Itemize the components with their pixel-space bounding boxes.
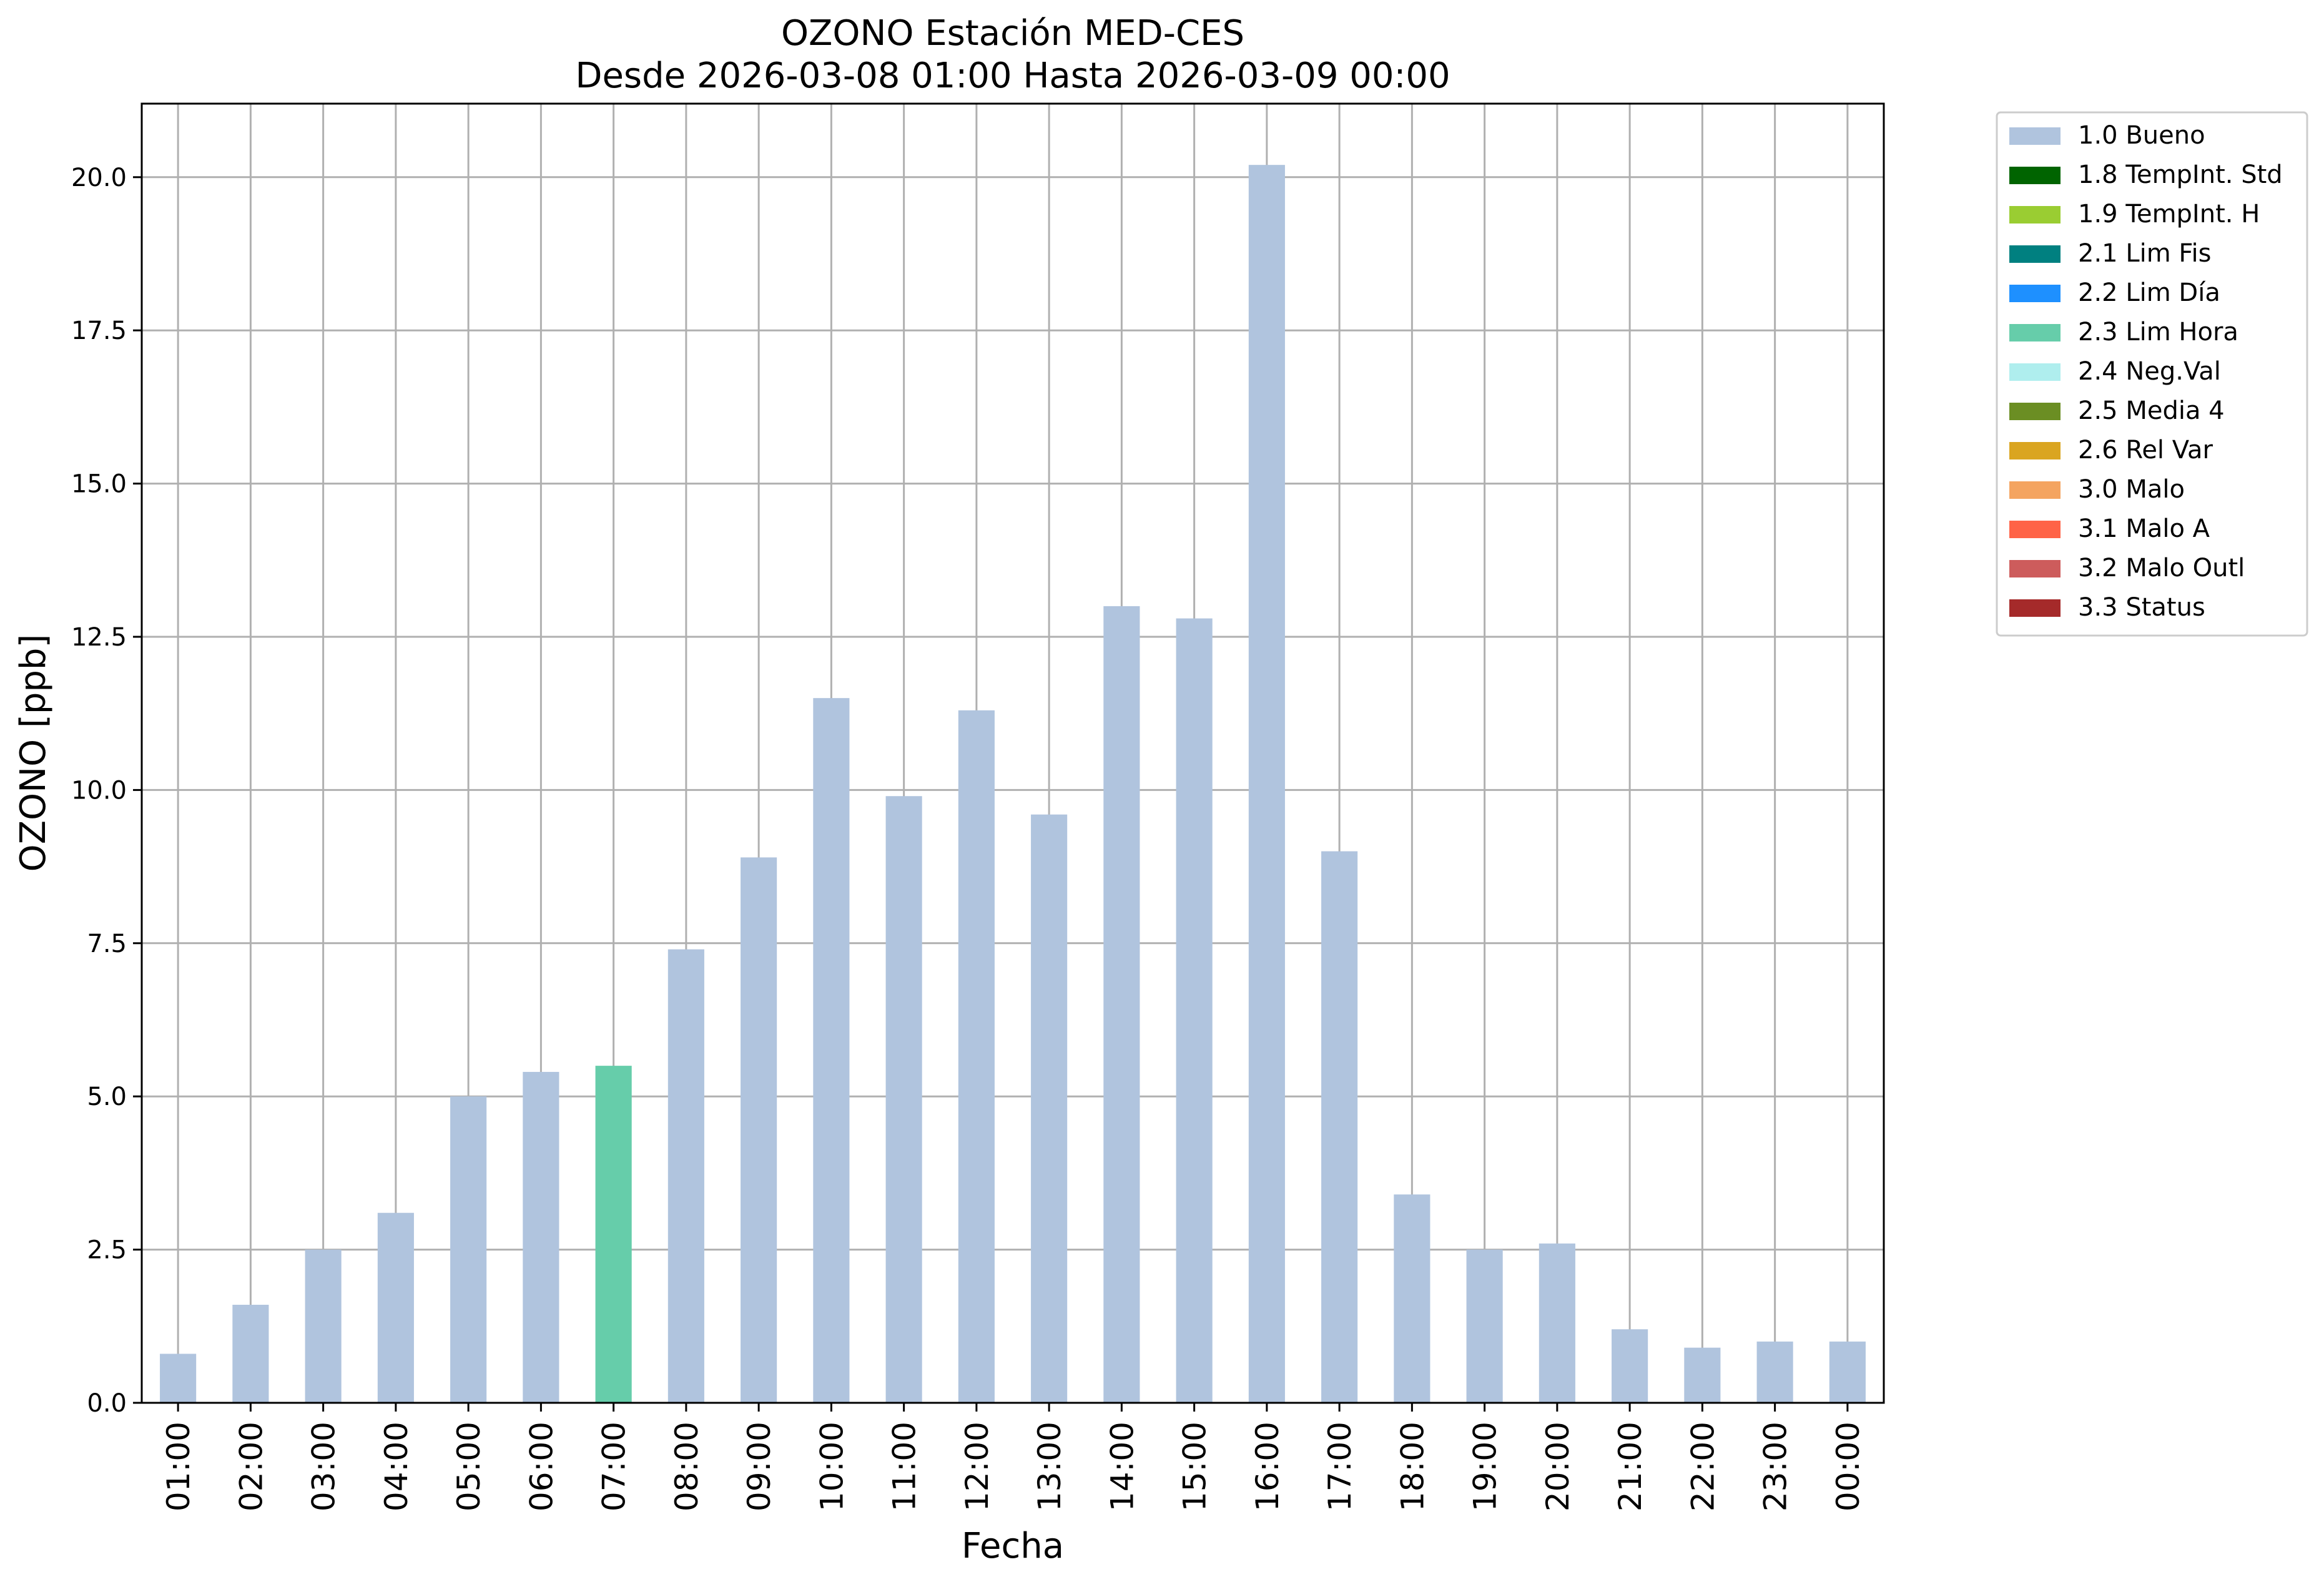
bar (885, 796, 922, 1403)
x-tick-label: 04:00 (378, 1422, 415, 1511)
legend-entry-label: 2.4 Neg.Val (2078, 357, 2221, 386)
legend-swatch (2009, 481, 2061, 499)
x-tick-label: 15:00 (1177, 1422, 1213, 1511)
x-tick-label: 12:00 (959, 1422, 995, 1511)
bar (667, 949, 704, 1403)
x-tick-label: 02:00 (233, 1422, 269, 1511)
legend-entry-label: 1.0 Bueno (2078, 121, 2205, 150)
x-tick-label: 20:00 (1540, 1422, 1576, 1511)
bar (450, 1096, 487, 1403)
y-tick-label: 20.0 (71, 164, 127, 192)
legend-entry-label: 1.9 TempInt. H (2078, 200, 2260, 228)
legend-entry-label: 3.1 Malo A (2078, 514, 2210, 543)
legend-entry-label: 3.0 Malo (2078, 475, 2185, 504)
legend-entry-label: 1.8 TempInt. Std (2078, 160, 2283, 189)
legend-swatch (2009, 560, 2061, 577)
bar (1394, 1194, 1430, 1403)
legend-entry-label: 2.5 Media 4 (2078, 396, 2225, 425)
x-tick-label: 10:00 (814, 1422, 850, 1511)
legend-entry-label: 3.2 Malo Outl (2078, 554, 2245, 582)
bar (1829, 1341, 1866, 1403)
y-axis-ticks: 0.0 2.5 5.0 7.5 10.0 12.5 15.0 17.5 20.0 (71, 164, 142, 1418)
bar (1756, 1341, 1793, 1403)
x-tick-label: 23:00 (1758, 1422, 1794, 1511)
legend-swatch (2009, 521, 2061, 538)
legend-swatch (2009, 403, 2061, 420)
bar (160, 1354, 197, 1403)
y-tick-label: 15.0 (71, 470, 127, 499)
legend-swatch (2009, 363, 2061, 381)
legend-box (1996, 111, 2308, 637)
x-tick-label: 18:00 (1394, 1422, 1430, 1511)
x-tick-label: 03:00 (306, 1422, 342, 1511)
bar (813, 698, 850, 1403)
y-tick-label: 5.0 (87, 1083, 127, 1111)
plot-area-frame (140, 102, 1885, 1404)
bar (1031, 814, 1068, 1403)
y-tick-label: 2.5 (87, 1236, 127, 1265)
legend-swatch (2009, 206, 2061, 224)
chart-subtitle: Desde 2026-03-08 01:00 Hasta 2026-03-09 … (575, 56, 1450, 96)
x-tick-label: 09:00 (741, 1422, 777, 1511)
bar (1466, 1249, 1503, 1403)
legend-entry-label: 3.3 Status (2078, 593, 2205, 622)
x-tick-label: 13:00 (1032, 1422, 1068, 1511)
x-tick-label: 08:00 (669, 1422, 705, 1511)
bar (1176, 618, 1213, 1403)
legend-entry-label: 2.6 Rel Var (2078, 436, 2213, 464)
bar (1103, 606, 1140, 1403)
bar (1684, 1347, 1721, 1403)
legend-swatch (2009, 245, 2061, 263)
y-tick-label: 7.5 (87, 930, 127, 958)
legend-swatch (2009, 127, 2061, 145)
legend-swatch (2009, 167, 2061, 184)
bars (160, 165, 1866, 1403)
x-tick-label: 05:00 (451, 1422, 487, 1511)
x-tick-label: 17:00 (1322, 1422, 1358, 1511)
y-tick-label: 0.0 (87, 1389, 127, 1418)
bar (523, 1071, 559, 1403)
legend: 1.0 Bueno 1.8 TempInt. Std 1.9 TempInt. H 2… (1996, 111, 2308, 637)
bar (1539, 1243, 1575, 1403)
x-tick-label: 22:00 (1685, 1422, 1721, 1511)
x-tick-label: 00:00 (1830, 1422, 1866, 1511)
legend-swatch (2009, 285, 2061, 302)
bar (1612, 1329, 1648, 1403)
legend-entry-label: 2.1 Lim Fis (2078, 239, 2211, 268)
bar (1248, 165, 1285, 1403)
bar (1321, 851, 1358, 1403)
y-tick-label: 12.5 (71, 623, 127, 652)
bar (232, 1304, 269, 1403)
bar (377, 1212, 414, 1403)
legend-swatch (2009, 442, 2061, 459)
y-tick-label: 10.0 (71, 776, 127, 805)
x-tick-label: 21:00 (1612, 1422, 1648, 1511)
x-tick-label: 16:00 (1249, 1422, 1286, 1511)
legend-swatch (2009, 599, 2061, 617)
y-axis-label: OZONO [ppb] (13, 634, 54, 872)
x-tick-label: 01:00 (160, 1422, 197, 1511)
legend-swatch (2009, 324, 2061, 341)
legend-entry-label: 2.3 Lim Hora (2078, 318, 2238, 346)
x-axis-label: Fecha (962, 1526, 1064, 1566)
bar (958, 710, 995, 1403)
x-tick-label: 07:00 (596, 1422, 633, 1511)
x-tick-label: 19:00 (1467, 1422, 1504, 1511)
bar (595, 1066, 632, 1403)
x-axis-ticks: 01:00 02:00 03:00 04:00 05:00 06:00 07:00 08:00… (160, 1403, 1866, 1511)
chart-title: OZONO Estación MED-CES (781, 13, 1244, 54)
x-tick-label: 06:00 (523, 1422, 559, 1511)
bar (741, 857, 777, 1403)
x-tick-label: 14:00 (1104, 1422, 1140, 1511)
y-tick-label: 17.5 (71, 317, 127, 345)
x-tick-label: 11:00 (887, 1422, 923, 1511)
legend-entry-label: 2.2 Lim Día (2078, 278, 2220, 307)
bar (305, 1249, 342, 1403)
